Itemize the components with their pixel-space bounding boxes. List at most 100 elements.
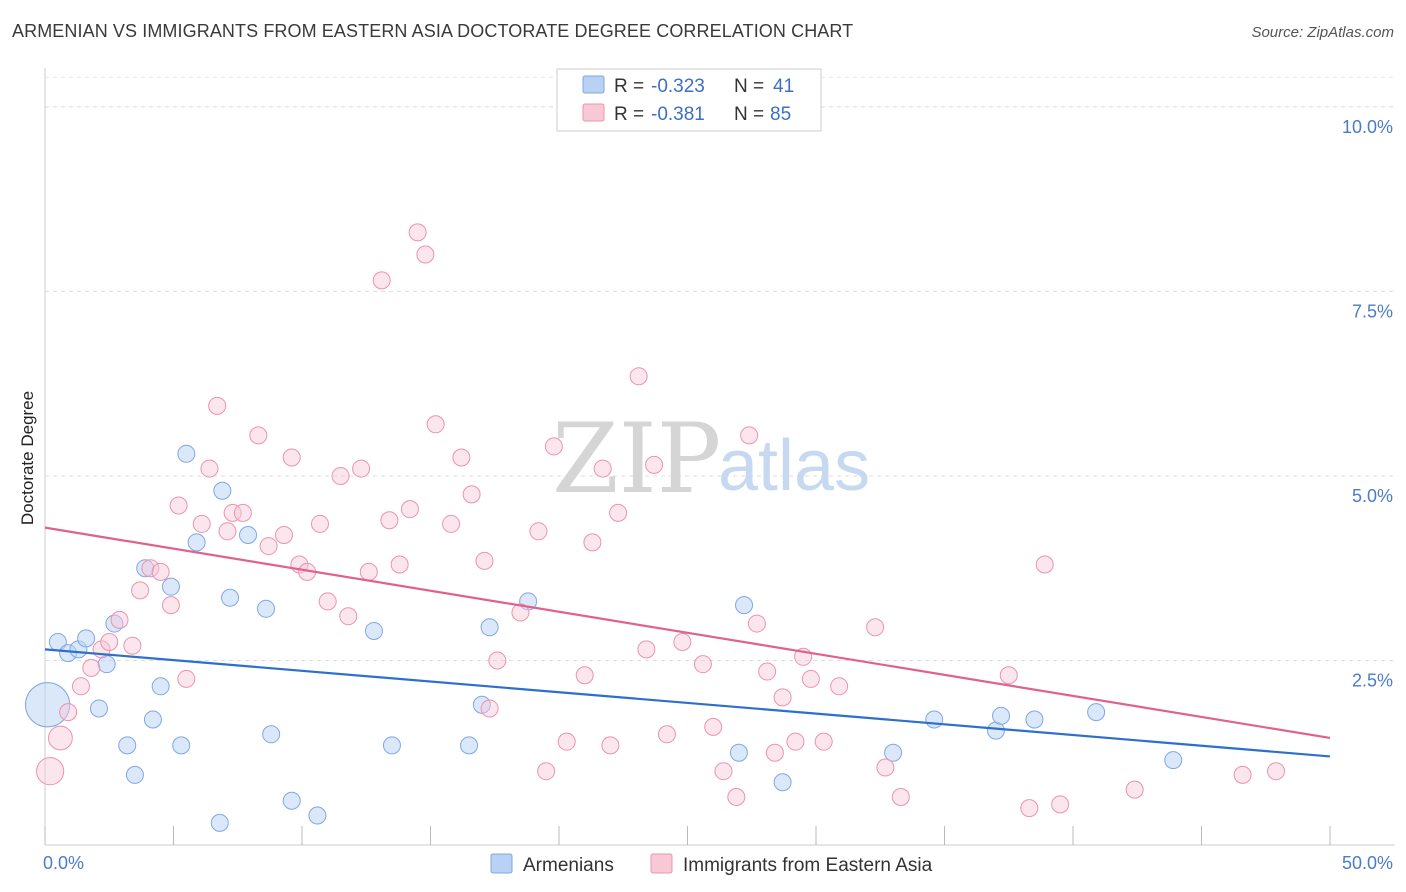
eastern-asia-point-2 bbox=[48, 725, 73, 751]
legend-r-label-1: R = bbox=[614, 76, 644, 97]
armenians-point-10 bbox=[125, 765, 144, 784]
eastern-asia-point-67 bbox=[747, 614, 766, 633]
armenians-point-12 bbox=[143, 710, 162, 729]
legend-n-label-2: N = bbox=[734, 104, 764, 125]
eastern-asia-point-45 bbox=[480, 699, 499, 718]
eastern-asia-trend-line bbox=[44, 526, 1331, 740]
armenians-point-40 bbox=[1087, 703, 1106, 722]
eastern-asia-point-42 bbox=[452, 448, 471, 467]
armenians-point-34 bbox=[773, 773, 792, 792]
eastern-asia-point-61 bbox=[673, 633, 692, 652]
eastern-asia-point-80 bbox=[1020, 799, 1039, 818]
eastern-asia-point-48 bbox=[529, 522, 548, 541]
armenians-point-14 bbox=[161, 577, 180, 596]
armenians-point-39 bbox=[1025, 710, 1044, 729]
eastern-asia-point-13 bbox=[161, 596, 180, 615]
grid-lines bbox=[45, 76, 1395, 661]
armenians-point-24 bbox=[282, 791, 301, 810]
eastern-asia-point-84 bbox=[1267, 762, 1286, 781]
eastern-asia-point-14 bbox=[169, 496, 188, 515]
eastern-asia-point-30 bbox=[331, 466, 350, 485]
eastern-asia-point-10 bbox=[131, 581, 150, 600]
legend-r-value-1: -0.323 bbox=[651, 76, 705, 97]
eastern-asia-point-21 bbox=[233, 503, 252, 522]
eastern-asia-point-59 bbox=[645, 455, 664, 474]
legend-swatch-eastern-asia bbox=[582, 103, 605, 122]
eastern-asia-point-66 bbox=[740, 426, 759, 445]
bottom-legend-swatch-eastern-asia bbox=[650, 853, 673, 874]
eastern-asia-point-58 bbox=[637, 640, 656, 659]
armenians-point-38 bbox=[992, 706, 1011, 725]
eastern-asia-point-47 bbox=[511, 603, 530, 622]
armenians-point-32 bbox=[729, 743, 748, 762]
armenians-point-25 bbox=[308, 806, 327, 825]
armenians-point-5 bbox=[77, 629, 96, 648]
eastern-asia-point-76 bbox=[866, 618, 885, 637]
eastern-asia-point-79 bbox=[999, 666, 1018, 685]
legend-r-value-2: -0.381 bbox=[651, 104, 705, 125]
eastern-asia-point-22 bbox=[249, 426, 268, 445]
eastern-asia-point-63 bbox=[704, 717, 723, 736]
armenians-point-8 bbox=[105, 614, 124, 633]
armenians-point-36 bbox=[925, 710, 944, 729]
eastern-asia-point-44 bbox=[475, 551, 494, 570]
bottom-legend-swatch-armenians bbox=[490, 853, 513, 874]
armenians-point-20 bbox=[221, 588, 240, 607]
watermark-zip: ZIP bbox=[552, 403, 721, 515]
armenians-point-28 bbox=[460, 736, 479, 755]
eastern-asia-point-78 bbox=[891, 788, 910, 807]
x-tick-label-min: 0.0% bbox=[43, 853, 84, 873]
armenians-point-9 bbox=[118, 736, 137, 755]
watermark-atlas: atlas bbox=[718, 426, 870, 506]
eastern-asia-point-4 bbox=[71, 677, 90, 696]
eastern-asia-point-32 bbox=[352, 459, 371, 478]
eastern-asia-point-70 bbox=[773, 688, 792, 707]
armenians-point-11 bbox=[136, 559, 155, 578]
bottom-legend: Armenians Immigrants from Eastern Asia bbox=[490, 853, 933, 876]
eastern-asia-point-75 bbox=[830, 677, 849, 696]
eastern-asia-point-37 bbox=[400, 500, 419, 519]
eastern-asia-point-43 bbox=[462, 485, 481, 504]
armenians-point-1 bbox=[24, 682, 71, 728]
trend-lines bbox=[44, 526, 1331, 758]
eastern-asia-point-5 bbox=[82, 658, 101, 677]
bottom-legend-eastern-asia: Immigrants from Eastern Asia bbox=[683, 855, 933, 876]
eastern-asia-point-19 bbox=[218, 522, 237, 541]
tick-labels: 2.5% 5.0% 7.5% 10.0% 0.0% 50.0% bbox=[43, 117, 1393, 873]
eastern-asia-point-83 bbox=[1233, 765, 1252, 784]
watermark: ZIP atlas bbox=[552, 403, 870, 515]
eastern-asia-point-8 bbox=[110, 610, 129, 629]
eastern-asia-point-74 bbox=[814, 732, 833, 751]
eastern-asia-point-25 bbox=[282, 448, 301, 467]
armenians-point-27 bbox=[382, 736, 401, 755]
y-axis-label: Doctorate Degree bbox=[18, 391, 37, 525]
bottom-legend-armenians: Armenians bbox=[523, 855, 614, 876]
armenians-trend-line bbox=[44, 648, 1331, 758]
legend-r-label-2: R = bbox=[614, 104, 644, 125]
legend: R = -0.323 N = 41 R = -0.381 N = 85 bbox=[556, 68, 822, 132]
eastern-asia-point-60 bbox=[657, 725, 676, 744]
armenians-point-23 bbox=[262, 725, 281, 744]
eastern-asia-point-38 bbox=[408, 223, 427, 242]
eastern-asia-point-56 bbox=[609, 503, 628, 522]
eastern-asia-point-77 bbox=[876, 758, 895, 777]
eastern-asia-point-17 bbox=[200, 459, 219, 478]
eastern-asia-point-50 bbox=[544, 437, 563, 456]
legend-n-label-1: N = bbox=[734, 76, 764, 97]
y-tick-label-2: 5.0% bbox=[1352, 486, 1393, 506]
eastern-asia-point-71 bbox=[786, 732, 805, 751]
eastern-asia-point-46 bbox=[488, 651, 507, 670]
eastern-asia-point-34 bbox=[372, 271, 391, 290]
eastern-asia-point-18 bbox=[208, 396, 227, 415]
eastern-asia-point-39 bbox=[416, 245, 435, 264]
eastern-asia-point-62 bbox=[693, 655, 712, 674]
eastern-asia-point-31 bbox=[339, 607, 358, 626]
armenians-point-15 bbox=[172, 736, 191, 755]
x-tick-label-max: 50.0% bbox=[1342, 853, 1393, 873]
eastern-asia-point-68 bbox=[758, 662, 777, 681]
eastern-asia-point-9 bbox=[123, 636, 142, 655]
eastern-asia-point-82 bbox=[1125, 780, 1144, 799]
eastern-asia-point-49 bbox=[537, 762, 556, 781]
eastern-asia-point-52 bbox=[575, 666, 594, 685]
armenians-point-16 bbox=[177, 444, 196, 463]
